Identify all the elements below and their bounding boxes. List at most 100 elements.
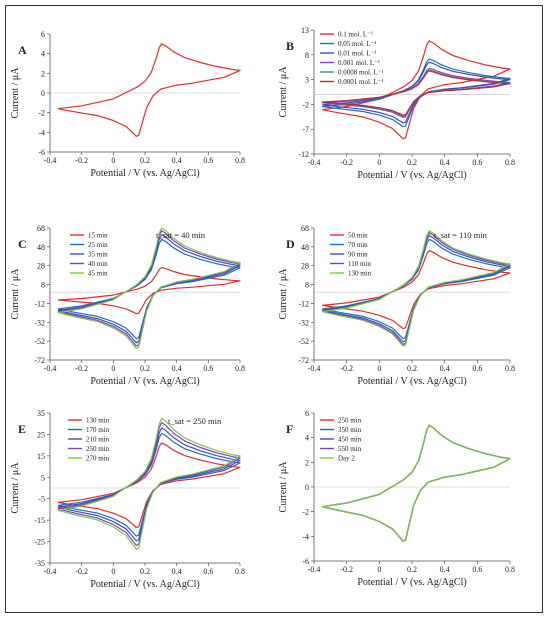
panel-letter: C bbox=[18, 237, 27, 251]
x-tick-label: 0.2 bbox=[140, 364, 150, 373]
legend-label: 50 min bbox=[348, 232, 368, 240]
chart-a: A -0.4 -0.2 0 0.2 0.4 0.6 0.8 6 4 2 0 -2 -4 -6 Potentia… bbox=[10, 30, 245, 179]
y-axis-label: Current / μA bbox=[10, 67, 21, 119]
legend-label: 70 min bbox=[348, 241, 368, 249]
x-tick-label: -0.4 bbox=[308, 565, 321, 574]
y-tick-label: -2 bbox=[302, 508, 309, 517]
x-tick-label: 0.4 bbox=[172, 156, 182, 165]
legend-label: 90 min bbox=[348, 251, 368, 259]
y-tick-label: -5 bbox=[38, 495, 45, 504]
x-tick-label: 0 bbox=[111, 567, 115, 576]
legend-label: 40 min bbox=[88, 260, 108, 268]
legend-label: 550 min bbox=[338, 445, 362, 453]
panel-letter: F bbox=[286, 422, 293, 436]
legend-label: 450 min bbox=[338, 436, 362, 444]
x-tick-label: 0 bbox=[377, 565, 381, 574]
x-tick-label: 0.6 bbox=[472, 565, 482, 574]
y-tick-label: 0 bbox=[305, 483, 309, 492]
y-tick-label: 4 bbox=[305, 434, 309, 443]
y-tick-label: 25 bbox=[37, 430, 45, 439]
legend-label: 130 min bbox=[348, 270, 372, 278]
x-tick-label: 0.6 bbox=[203, 567, 213, 576]
y-tick-label: -4 bbox=[38, 128, 45, 137]
y-tick-label: 2 bbox=[41, 69, 45, 78]
x-tick-label: -0.2 bbox=[340, 565, 353, 574]
chart-d: D -0.4 -0.2 0 0.2 0.4 0.6 0.8 68 48 28 8 -12 -32 -52 -7… bbox=[278, 224, 515, 387]
y-tick-label: 28 bbox=[301, 262, 309, 271]
legend-label: 350 min bbox=[338, 426, 362, 434]
panel-d: D -0.4 -0.2 0 0.2 0.4 0.6 0.8 68 48 28 8 -12 -32 -52 -7… bbox=[274, 208, 542, 393]
legend-label: 250 min bbox=[338, 417, 362, 425]
legend-label: 0.0001 mol. L⁻¹ bbox=[338, 78, 383, 86]
series-line bbox=[322, 61, 511, 124]
x-tick-label: 0.2 bbox=[407, 158, 417, 167]
x-tick-label: 0.8 bbox=[235, 156, 245, 165]
y-tick-label: -72 bbox=[34, 356, 45, 365]
x-axis-label: Potential / V (vs. Ag/AgCl) bbox=[90, 579, 199, 590]
series-line bbox=[57, 43, 241, 137]
y-axis-label: Current / μA bbox=[10, 268, 21, 320]
x-tick-label: -0.4 bbox=[44, 364, 57, 373]
y-axis-label: Current / μA bbox=[278, 461, 289, 513]
series-line bbox=[57, 227, 241, 350]
legend-label: 210 min bbox=[86, 436, 110, 444]
legend-label: 130 min bbox=[86, 417, 110, 425]
panel-f: F -0.4 -0.2 0 0.2 0.4 0.6 0.8 6 4 2 0 -2 -4 -6 Potentia… bbox=[274, 403, 542, 603]
legend-label: 25 min bbox=[88, 241, 108, 249]
y-tick-label: 68 bbox=[301, 224, 309, 233]
y-tick-label: -52 bbox=[298, 337, 309, 346]
x-axis-label: Potential / V (vs. Ag/AgCl) bbox=[357, 170, 466, 181]
y-tick-label: 8 bbox=[305, 281, 309, 290]
y-tick-label: -52 bbox=[34, 337, 45, 346]
series-line bbox=[322, 424, 511, 542]
y-tick-label: 48 bbox=[37, 243, 45, 252]
x-tick-label: 0.2 bbox=[140, 567, 150, 576]
y-tick-label: 13 bbox=[301, 26, 309, 35]
legend-label: 45 min bbox=[88, 270, 108, 278]
y-tick-label: 4 bbox=[41, 50, 45, 59]
y-tick-label: 3 bbox=[305, 76, 309, 85]
legend-label: 270 min bbox=[86, 455, 110, 463]
x-axis-label: Potential / V (vs. Ag/AgCl) bbox=[90, 376, 199, 387]
y-tick-label: 8 bbox=[305, 51, 309, 60]
series-line bbox=[57, 267, 241, 315]
y-tick-label: -32 bbox=[34, 318, 45, 327]
x-tick-label: -0.4 bbox=[44, 567, 57, 576]
x-tick-label: -0.4 bbox=[308, 158, 321, 167]
x-tick-label: 0 bbox=[377, 364, 381, 373]
y-tick-label: -72 bbox=[298, 356, 309, 365]
x-tick-label: 0.2 bbox=[407, 565, 417, 574]
x-tick-label: -0.2 bbox=[75, 156, 88, 165]
chart-b: B -0.4 -0.2 0 0.2 0.4 0.6 0.8 13 8 3 -2 -7 -12 Potenti… bbox=[278, 26, 515, 181]
y-tick-label: 6 bbox=[41, 30, 45, 39]
y-tick-label: -2 bbox=[302, 100, 309, 109]
legend-label: Day 2 bbox=[338, 455, 355, 463]
x-tick-label: 0.6 bbox=[203, 156, 213, 165]
x-tick-label: -0.4 bbox=[308, 364, 321, 373]
y-tick-label: 48 bbox=[301, 243, 309, 252]
y-axis-label: Current / μA bbox=[278, 66, 289, 118]
y-tick-label: -32 bbox=[298, 318, 309, 327]
x-tick-label: 0.2 bbox=[407, 364, 417, 373]
y-tick-label: 8 bbox=[41, 281, 45, 290]
x-tick-label: 0.4 bbox=[440, 565, 450, 574]
y-tick-label: 2 bbox=[305, 458, 309, 467]
panel-b: B -0.4 -0.2 0 0.2 0.4 0.6 0.8 13 8 3 -2 -7 -12 Potenti… bbox=[274, 8, 542, 193]
y-tick-label: 5 bbox=[41, 473, 45, 482]
series-line bbox=[322, 40, 511, 140]
series-line bbox=[322, 232, 511, 345]
y-tick-label: -6 bbox=[38, 148, 45, 157]
x-axis-label: Potential / V (vs. Ag/AgCl) bbox=[90, 168, 199, 179]
x-tick-label: -0.2 bbox=[340, 364, 353, 373]
x-tick-label: 0.6 bbox=[203, 364, 213, 373]
y-tick-label: -15 bbox=[34, 516, 45, 525]
x-axis-label: Potential / V (vs. Ag/AgCl) bbox=[357, 577, 466, 588]
series-line bbox=[322, 230, 511, 347]
x-tick-label: 0.8 bbox=[505, 364, 515, 373]
y-tick-label: -7 bbox=[302, 125, 309, 134]
x-tick-label: 0.8 bbox=[505, 565, 515, 574]
x-tick-label: 0.4 bbox=[440, 364, 450, 373]
x-tick-label: 0.6 bbox=[472, 158, 482, 167]
legend-label: 0.0008 mol. L⁻¹ bbox=[338, 69, 383, 77]
panel-c: C -0.4 -0.2 0 0.2 0.4 0.6 0.8 68 48 28 8 -12 -32 -52 -7… bbox=[6, 208, 274, 393]
